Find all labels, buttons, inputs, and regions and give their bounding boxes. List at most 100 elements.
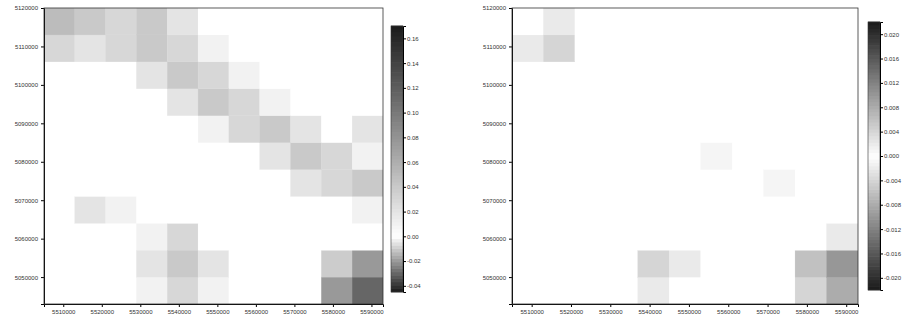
y-tick-mark: [509, 239, 512, 240]
heat-cell: [136, 277, 167, 304]
plot-background: [44, 8, 383, 304]
heat-cell: [795, 35, 826, 62]
heat-cell: [321, 116, 352, 143]
y-tick-label: 5100000: [15, 82, 39, 88]
heat-cell: [352, 250, 383, 277]
heat-cell: [575, 8, 606, 35]
heat-cell: [701, 277, 732, 304]
heat-cell: [575, 277, 606, 304]
heat-cell: [136, 143, 167, 170]
heat-cell: [260, 223, 291, 250]
heat-cell: [136, 89, 167, 116]
heat-cell: [732, 169, 763, 196]
x-tick-label: 5560000: [717, 309, 741, 315]
x-tick-mark: [768, 304, 769, 307]
colorbar-tick: -0.02: [403, 258, 421, 264]
x-tick-label: 5530000: [599, 309, 623, 315]
heat-cell: [75, 116, 106, 143]
colorbar-tick-mark: [403, 261, 406, 262]
heat-cell: [512, 35, 543, 62]
heat-cell: [764, 196, 795, 223]
heat-cell: [75, 196, 106, 223]
heat-cell: [167, 143, 198, 170]
heat-cell: [198, 89, 229, 116]
heat-cell: [575, 62, 606, 89]
heat-cell: [167, 116, 198, 143]
heat-cell: [260, 8, 291, 35]
heat-cell: [321, 62, 352, 89]
heat-cell: [701, 250, 732, 277]
heat-cell: [543, 35, 574, 62]
colorbar-tick-label: 0.04: [407, 184, 419, 190]
heat-cell: [512, 196, 543, 223]
colorbar-tick-label: 0.06: [407, 160, 419, 166]
heat-cell: [638, 277, 669, 304]
heat-cell: [291, 223, 322, 250]
heat-cell: [732, 143, 763, 170]
heat-cell: [638, 143, 669, 170]
x-tick-label: 5550000: [206, 309, 230, 315]
heat-cell: [827, 277, 858, 304]
heat-cell: [106, 62, 137, 89]
heat-cell: [106, 89, 137, 116]
colorbar-tick: 0.020: [880, 32, 900, 38]
heat-cell: [167, 89, 198, 116]
heat-cell: [606, 223, 637, 250]
heat-cell: [827, 223, 858, 250]
heat-cell: [229, 250, 260, 277]
heat-cell: [198, 250, 229, 277]
heat-cell: [352, 196, 383, 223]
colorbar-tick-mark: [880, 132, 883, 133]
heat-cell: [543, 89, 574, 116]
x-tick: 5560000: [717, 304, 741, 315]
x-tick: 5550000: [678, 304, 702, 315]
heat-cell: [575, 250, 606, 277]
heat-cell: [136, 223, 167, 250]
x-tick-mark: [102, 304, 103, 307]
heat-cell: [198, 116, 229, 143]
heat-cell: [291, 62, 322, 89]
heat-cell: [512, 250, 543, 277]
y-tick-label: 5060000: [15, 236, 39, 242]
colorbar-tick: -0.016: [880, 251, 902, 257]
heat-cell: [606, 169, 637, 196]
x-tick: 5530000: [599, 304, 623, 315]
heat-cell: [106, 223, 137, 250]
heat-cell: [795, 250, 826, 277]
heat-cell: [764, 89, 795, 116]
heat-cell: [638, 223, 669, 250]
x-tick-label: 5570000: [756, 309, 780, 315]
y-tick: 5110000: [483, 44, 512, 50]
heat-cell: [352, 35, 383, 62]
colorbar-tick-label: 0.12: [407, 85, 419, 91]
heat-cell: [352, 8, 383, 35]
heat-cell: [512, 62, 543, 89]
heat-cell: [827, 62, 858, 89]
figure: 5510000552000055300005540000555000055600…: [0, 0, 913, 327]
y-tick-mark: [509, 123, 512, 124]
colorbar-tick: 0.12: [403, 85, 419, 91]
heat-cell: [260, 35, 291, 62]
colorbar-tick: -0.020: [880, 275, 902, 281]
y-tick-mark: [41, 239, 44, 240]
heat-cell: [352, 143, 383, 170]
colorbar-tick-mark: [403, 187, 406, 188]
heat-cell: [575, 169, 606, 196]
heat-cell: [638, 89, 669, 116]
heat-cell: [543, 116, 574, 143]
heat-cell: [106, 116, 137, 143]
colorbar-tick-mark: [880, 205, 883, 206]
heat-cell: [352, 223, 383, 250]
plot-frame: [512, 8, 858, 304]
heat-cell: [543, 143, 574, 170]
y-tick: 5060000: [483, 236, 512, 242]
colorbar-tick-label: -0.008: [884, 202, 902, 208]
colorbar-tick: 0.012: [880, 80, 900, 86]
heat-cell: [229, 62, 260, 89]
heat-cell: [512, 8, 543, 35]
y-axis: 5050000506000050700005080000509000051000…: [15, 5, 45, 304]
heat-cell: [106, 35, 137, 62]
colorbar-tick-label: 0.08: [407, 135, 419, 141]
heat-cell: [827, 196, 858, 223]
heat-cell: [291, 35, 322, 62]
